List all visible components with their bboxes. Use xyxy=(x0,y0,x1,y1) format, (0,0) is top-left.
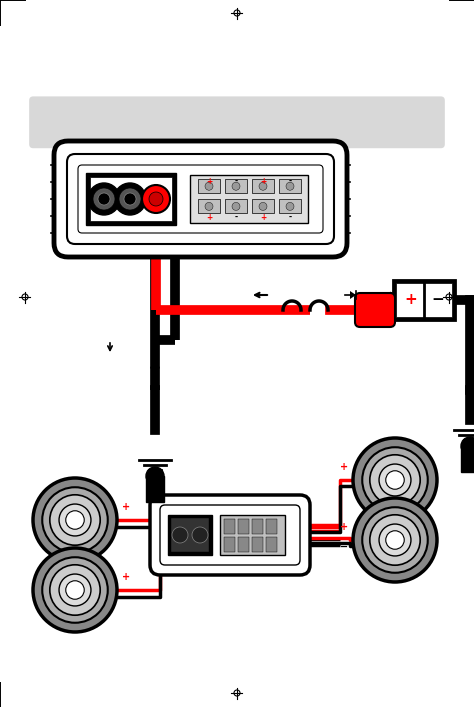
FancyBboxPatch shape xyxy=(29,96,445,148)
FancyBboxPatch shape xyxy=(78,165,323,233)
Text: −: − xyxy=(340,542,348,552)
Bar xyxy=(252,519,263,534)
Circle shape xyxy=(88,183,120,215)
Bar xyxy=(252,199,274,214)
Circle shape xyxy=(33,478,117,562)
Circle shape xyxy=(33,548,117,632)
Text: −: − xyxy=(431,293,444,308)
Circle shape xyxy=(149,192,163,206)
Bar xyxy=(393,280,455,320)
Text: +: + xyxy=(260,213,266,221)
Circle shape xyxy=(59,504,91,536)
Text: +: + xyxy=(404,293,417,308)
Bar xyxy=(266,537,277,552)
Circle shape xyxy=(232,182,240,190)
Text: +: + xyxy=(122,572,130,582)
Circle shape xyxy=(66,580,84,600)
Bar xyxy=(224,519,235,534)
Circle shape xyxy=(362,448,428,513)
Circle shape xyxy=(386,531,404,549)
Text: -: - xyxy=(235,213,237,221)
Circle shape xyxy=(353,498,437,582)
FancyBboxPatch shape xyxy=(160,505,300,565)
Bar xyxy=(461,446,474,472)
Bar xyxy=(146,476,164,502)
Bar xyxy=(252,537,263,552)
Circle shape xyxy=(379,524,411,556)
Circle shape xyxy=(172,527,188,543)
Bar xyxy=(238,537,249,552)
Circle shape xyxy=(98,193,110,205)
Circle shape xyxy=(42,557,108,623)
Bar xyxy=(224,537,235,552)
Bar xyxy=(396,283,452,317)
Circle shape xyxy=(379,464,411,496)
Text: +: + xyxy=(260,177,266,185)
FancyBboxPatch shape xyxy=(67,154,334,244)
Circle shape xyxy=(232,202,240,211)
Text: +: + xyxy=(340,462,348,472)
Bar xyxy=(225,199,247,214)
Bar xyxy=(238,519,249,534)
Bar xyxy=(198,180,220,193)
Circle shape xyxy=(119,188,141,210)
Text: +: + xyxy=(340,522,348,532)
Circle shape xyxy=(205,182,213,190)
Circle shape xyxy=(50,495,100,545)
Bar xyxy=(225,180,247,193)
Bar xyxy=(198,199,220,214)
Bar xyxy=(279,180,301,193)
Circle shape xyxy=(286,202,294,211)
Polygon shape xyxy=(350,291,356,299)
Circle shape xyxy=(66,510,84,530)
Bar xyxy=(86,173,176,225)
Text: −: − xyxy=(122,522,130,532)
Text: -: - xyxy=(235,177,237,185)
Circle shape xyxy=(353,438,437,522)
Bar xyxy=(279,199,301,214)
Circle shape xyxy=(259,202,267,211)
FancyBboxPatch shape xyxy=(355,293,395,327)
Bar xyxy=(220,515,285,555)
Circle shape xyxy=(59,574,91,606)
Circle shape xyxy=(386,471,404,489)
FancyBboxPatch shape xyxy=(54,141,347,257)
Circle shape xyxy=(42,487,108,553)
Circle shape xyxy=(362,507,428,573)
Circle shape xyxy=(370,455,420,506)
FancyBboxPatch shape xyxy=(150,495,310,575)
Circle shape xyxy=(286,182,294,190)
Bar xyxy=(190,175,308,223)
Bar xyxy=(171,518,209,552)
Bar xyxy=(90,177,172,221)
Text: +: + xyxy=(206,177,212,185)
Text: +: + xyxy=(122,502,130,512)
Circle shape xyxy=(142,185,170,213)
Circle shape xyxy=(124,193,136,205)
Bar xyxy=(266,519,277,534)
Text: −: − xyxy=(340,482,348,492)
Text: -: - xyxy=(289,213,292,221)
Circle shape xyxy=(205,202,213,211)
Circle shape xyxy=(93,188,115,210)
Circle shape xyxy=(259,182,267,190)
Circle shape xyxy=(114,183,146,215)
Circle shape xyxy=(461,437,474,455)
Circle shape xyxy=(146,467,164,485)
Text: -: - xyxy=(289,177,292,185)
Circle shape xyxy=(192,527,208,543)
Circle shape xyxy=(370,515,420,565)
Bar xyxy=(168,515,212,555)
Circle shape xyxy=(50,565,100,615)
Text: −: − xyxy=(122,592,130,602)
Text: +: + xyxy=(206,213,212,221)
Bar xyxy=(252,180,274,193)
